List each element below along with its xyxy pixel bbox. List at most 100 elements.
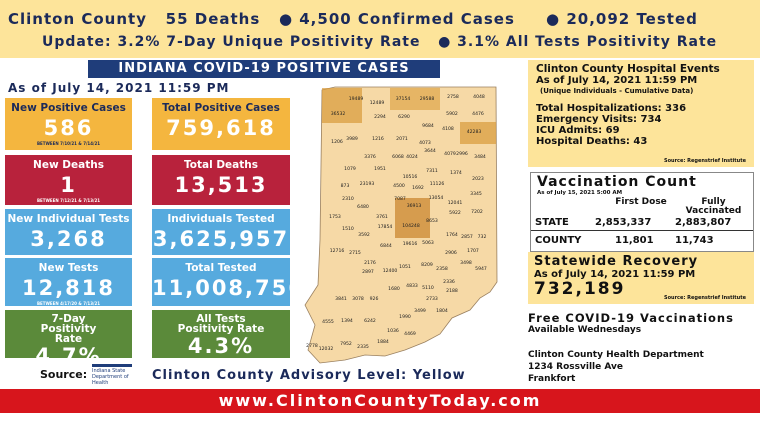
county-count: 12400 — [383, 268, 398, 274]
county-count: 1394 — [341, 318, 353, 324]
hospital-title: Clinton County Hospital Events — [536, 63, 720, 75]
county-count: 5063 — [422, 240, 434, 246]
cell: 11,801 — [615, 235, 654, 246]
header-line2: Update: 3.2% 7-Day Unique Positivity Rat… — [42, 34, 717, 50]
tile-value: 12,818 — [21, 276, 116, 300]
col-head: Fully Vaccinated — [685, 197, 742, 216]
county-count: 1374 — [450, 170, 462, 176]
hospital-row: ICU Admits: 69 — [536, 125, 620, 136]
county-count: 17854 — [378, 224, 393, 230]
county-count: 926 — [370, 296, 379, 302]
county-count: 6242 — [364, 318, 376, 324]
tile: Individuals Tested 3,625,957 — [152, 209, 290, 255]
department-city: Frankfort — [528, 374, 576, 384]
county-count: 1990 — [399, 314, 411, 320]
tile-label: New Tests — [38, 262, 99, 274]
tile: 7-Day Positivity Rate 4.7% BETWEEN 7/2/21 … — [5, 310, 132, 374]
county-count: 1951 — [374, 166, 386, 172]
hospital-source: Source: Regenstrief Institute — [663, 158, 746, 164]
county-count: 6844 — [380, 243, 392, 249]
county-count: 2715 — [349, 250, 361, 256]
county-count: 2310 — [342, 196, 354, 202]
cell: 2,883,807 — [675, 217, 732, 228]
hospital-row: Hospital Deaths: 43 — [536, 136, 648, 147]
tile-note: BETWEEN 7/12/21 & 7/13/21 — [36, 198, 101, 203]
county-count: 2857 — [461, 234, 473, 240]
county-count: 2336 — [443, 279, 455, 285]
tile: New Positive Cases 586 BETWEEN 7/10/21 & 7… — [5, 98, 132, 150]
deaths: 55 Deaths — [165, 10, 261, 28]
shade — [322, 88, 362, 123]
tile-label: Total Deaths — [183, 159, 258, 171]
shade — [390, 88, 440, 110]
county-count: 5902 — [446, 111, 458, 117]
cell: 2,853,337 — [595, 217, 652, 228]
county-count: 7087 — [394, 196, 406, 202]
banner: INDIANA COVID-19 POSITIVE CASES — [88, 60, 440, 78]
county-count: 1692 — [412, 185, 424, 191]
county-count: 8209 — [421, 262, 433, 268]
county-count: 3841 — [335, 296, 347, 302]
tile-label: New Positive Cases — [11, 102, 126, 114]
county-count: 3078 — [352, 296, 364, 302]
recovery-as-of: As of July 14, 2021 11:59 PM — [534, 269, 696, 280]
county-count: 3761 — [376, 214, 388, 220]
county-count: 36532 — [331, 111, 346, 117]
county-count: 12041 — [448, 200, 463, 206]
department-address: 1234 Rossville Ave — [528, 362, 623, 372]
recovery-value: 732,189 — [534, 279, 626, 299]
row-state: STATE 2,853,337 2,883,807 — [531, 217, 753, 231]
tile-label: New Deaths — [33, 159, 104, 171]
row-label: STATE — [535, 217, 569, 228]
county-count: 4108 — [442, 126, 454, 132]
tile-label: Total Tested — [185, 262, 257, 274]
county-count: 4555 — [322, 319, 334, 325]
county-count: 4073 — [419, 140, 431, 146]
county-count: 104248 — [402, 223, 420, 229]
county-count: 3376 — [364, 154, 376, 160]
vaccine-title: Free COVID-19 Vaccinations — [528, 311, 734, 325]
advisory: Clinton County Advisory Level: Yellow — [152, 368, 466, 383]
tile-value: 586 — [43, 116, 94, 140]
county-count: 2358 — [436, 266, 448, 272]
county-count: 4048 — [473, 94, 485, 100]
row-county: COUNTY 11,801 11,743 — [531, 235, 753, 246]
unique-rate: 3.2% 7-Day Unique Positivity Rate — [117, 34, 421, 50]
county-count: 8653 — [426, 218, 438, 224]
county-count: 1680 — [388, 286, 400, 292]
county-count: 3592 — [358, 232, 370, 238]
county-count: 1707 — [467, 248, 479, 254]
hospital-as-of: As of July 14, 2021 11:59 PM — [536, 75, 698, 86]
county-count: 6068 — [392, 154, 404, 160]
tile: Total Tested 11,008,756 — [152, 258, 303, 306]
county-count: 12716 — [330, 248, 345, 254]
county-count: 1764 — [446, 232, 458, 238]
tile-label: All Tests Positivity Rate — [177, 313, 265, 335]
cell: 11,743 — [675, 235, 714, 246]
shade — [395, 198, 430, 238]
county-count: 1884 — [377, 339, 389, 345]
tile-label: New Individual Tests — [7, 213, 130, 225]
county-count: 2176 — [364, 260, 376, 266]
county-count: 1753 — [329, 214, 341, 220]
county: Clinton County — [8, 10, 147, 28]
vaccination-box: Vaccination Count As of July 15, 2021 5:… — [530, 172, 754, 252]
county-count: 1206 — [331, 139, 343, 145]
county-count: 5947 — [475, 266, 487, 272]
all-rate: ● 3.1% All Tests Positivity Rate — [438, 34, 718, 50]
county-count: 1216 — [372, 136, 384, 142]
hospital-subtitle: (Unique Individuals - Cumulative Data) — [540, 87, 694, 95]
county-count: 9684 — [422, 123, 434, 129]
county-count: 4024 — [406, 154, 418, 160]
tile: New Individual Tests 3,268 — [5, 209, 132, 255]
county-count: 23193 — [360, 181, 375, 187]
county-count: 2778 — [306, 343, 318, 349]
county-count: 2996 — [456, 151, 468, 157]
hospital-row: Total Hospitalizations: 336 — [536, 103, 687, 114]
source-logo: Indiana State Department of Health — [92, 364, 132, 386]
county-count: 10516 — [403, 174, 418, 180]
county-count: 3644 — [424, 148, 436, 154]
vaccination-as-of: As of July 15, 2021 5:00 AM — [537, 190, 623, 196]
county-count: 5922 — [449, 210, 461, 216]
county-count: 2906 — [445, 250, 457, 256]
